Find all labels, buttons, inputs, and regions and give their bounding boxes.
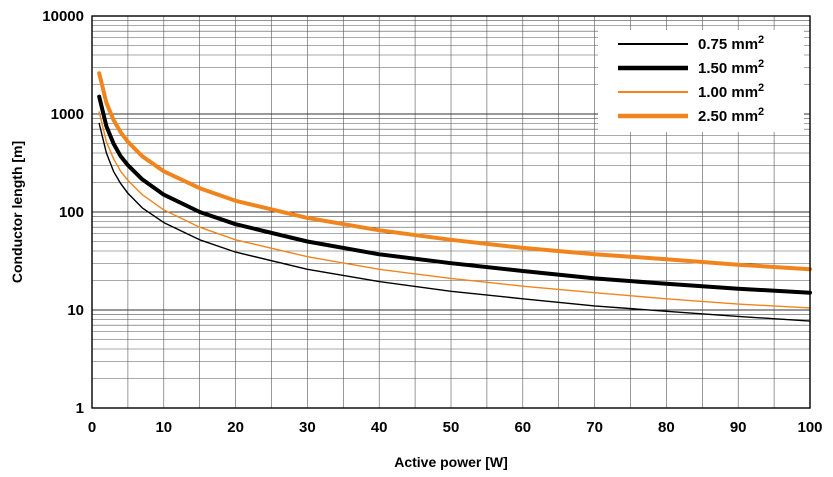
y-axis-title: Conductor length [m]	[9, 141, 25, 283]
x-tick-label: 60	[514, 419, 531, 436]
legend-label-2: 1.00 mm2	[698, 82, 764, 101]
x-tick-label: 50	[443, 419, 460, 436]
x-tick-label: 90	[730, 419, 747, 436]
series-line-1	[97, 94, 812, 295]
legend-label-text: 1.00 mm	[698, 84, 758, 101]
x-tick-label: 20	[227, 419, 244, 436]
legend-label-text: 2.50 mm	[698, 108, 758, 125]
legend-label-3: 2.50 mm2	[698, 106, 764, 125]
series-layer	[97, 71, 812, 322]
y-tick-label: 100	[59, 204, 84, 221]
legend-label-superscript: 2	[758, 34, 764, 46]
x-tick-label: 30	[299, 419, 316, 436]
x-tick-label: 70	[586, 419, 603, 436]
plot-frame	[91, 15, 811, 409]
x-tick-label: 100	[797, 419, 822, 436]
x-axis-title: Active power [W]	[394, 454, 508, 470]
x-tick-label: 0	[88, 419, 96, 436]
y-tick-label: 10000	[42, 8, 84, 25]
series-line-3	[97, 71, 812, 272]
x-tick-label: 40	[371, 419, 388, 436]
legend-label-text: 0.75 mm	[698, 36, 758, 53]
x-axis-ticks: 0 10 20 30 40 50 60 70 80 90 100	[88, 419, 823, 436]
series-line-0	[98, 122, 811, 322]
legend-label-superscript: 2	[758, 82, 764, 94]
legend-label-0: 0.75 mm2	[698, 34, 764, 53]
x-tick-label: 10	[155, 419, 172, 436]
legend-label-superscript: 2	[758, 106, 764, 118]
series-line-2	[98, 111, 811, 309]
x-tick-label: 80	[658, 419, 675, 436]
legend-label-text: 1.50 mm	[698, 60, 758, 77]
y-axis-ticks: 1 10 100 1000 10000	[42, 8, 84, 417]
legend-label-1: 1.50 mm2	[698, 58, 764, 77]
y-tick-label: 1000	[51, 106, 84, 123]
y-tick-label: 10	[67, 302, 84, 319]
legend-label-superscript: 2	[758, 58, 764, 70]
y-tick-label: 1	[76, 400, 84, 417]
